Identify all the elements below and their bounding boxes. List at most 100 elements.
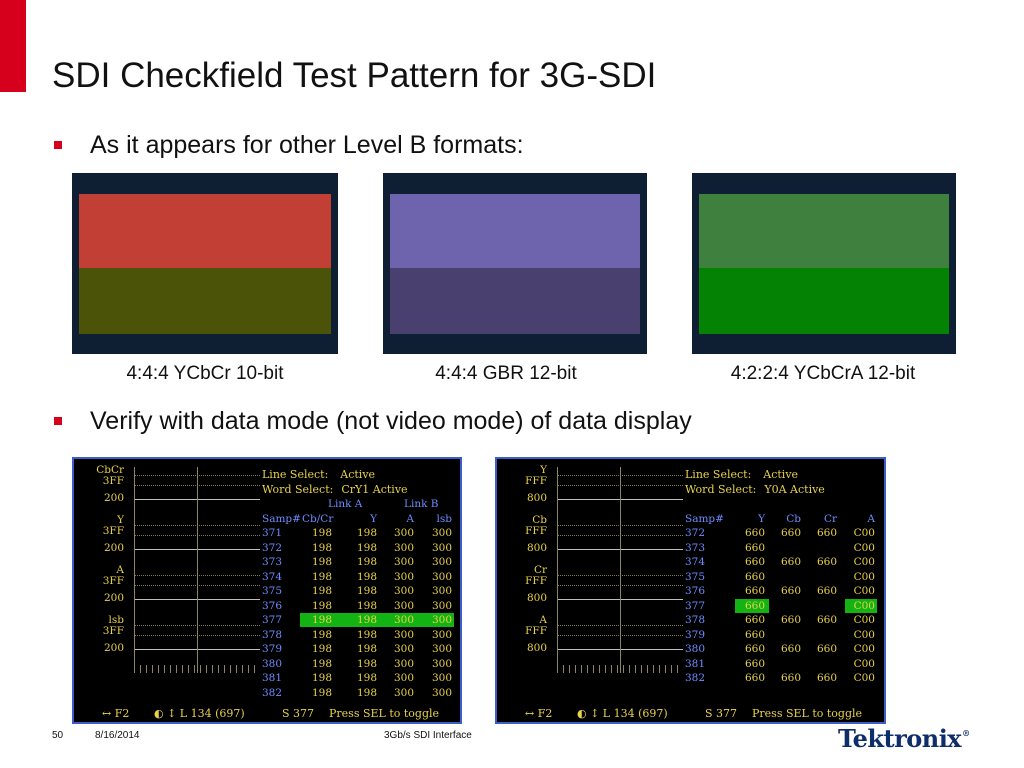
word-select: Word Select: Y0A Active	[685, 482, 880, 497]
sample-value: 300	[393, 672, 414, 684]
word-select-label: Word Select:	[262, 483, 334, 496]
sample-value: 660	[780, 556, 801, 568]
waveform-scale-text: A	[116, 564, 124, 576]
waveform-scale-text: Cb	[532, 514, 547, 526]
sample-number: 381	[262, 672, 283, 684]
waveform-scale-text: 3FF	[102, 625, 124, 637]
waveform-scale-text: FFF	[525, 475, 547, 487]
sample-value: 660	[744, 527, 765, 539]
waveform-scale-text: FFF	[525, 625, 547, 637]
sample-number: 376	[262, 599, 283, 612]
status-line: ◐ ↕ L 134 (697)	[154, 707, 245, 720]
waveform-cursor	[197, 467, 198, 673]
sample-value: 660	[744, 585, 765, 597]
word-select-value: CrY1 Active	[341, 483, 408, 496]
bullet-text: As it appears for other Level B formats:	[90, 131, 524, 159]
sample-value: 300	[393, 614, 414, 626]
sample-value: C00	[853, 643, 875, 655]
sample-value: 300	[431, 585, 452, 597]
sample-number: 380	[262, 657, 283, 670]
sample-number: 376	[685, 585, 706, 597]
row-highlight	[845, 598, 877, 613]
bullet-text: Verify with data mode (not video mode) o…	[90, 407, 692, 435]
link-a-label: Link A	[328, 498, 363, 510]
table-row: 378 198 198 300 300	[262, 628, 457, 643]
waveform-scale-text: 800	[526, 592, 547, 604]
sample-value: C00	[853, 628, 875, 641]
sample-value: 198	[311, 599, 332, 612]
table-row: 376 660 660 660 C00	[685, 584, 880, 599]
table-header: Samp# Y Cb Cr A	[685, 512, 880, 527]
patch-bottom-half	[699, 268, 949, 334]
logo-text: Tektronix	[838, 724, 962, 753]
sample-number: 381	[685, 657, 706, 670]
sample-value: 660	[744, 599, 765, 612]
sample-value: 198	[356, 686, 377, 699]
sample-number: 374	[262, 570, 283, 583]
table-row: 377 198 198 300 300	[262, 613, 457, 628]
waveform-scale-label: 200	[74, 493, 124, 504]
sample-value: 300	[393, 657, 414, 670]
line-select-value: Active	[340, 468, 376, 481]
sample-value: 660	[744, 541, 765, 554]
bullet-square-icon	[54, 417, 62, 425]
waveform-scale-text: 800	[526, 642, 547, 654]
sample-value: 300	[393, 556, 414, 568]
column-header: A	[406, 512, 414, 525]
sample-value: 198	[356, 614, 377, 626]
waveform-scale-label: Y FFF	[497, 465, 547, 487]
table-row: 375 660 C00	[685, 570, 880, 585]
bullet-square-icon	[54, 141, 62, 149]
sample-value: 660	[744, 628, 765, 641]
sample-value: 660	[780, 672, 801, 684]
waveform-scale-text: Y	[117, 514, 124, 526]
table-row: 373 198 198 300 300	[262, 555, 457, 570]
sample-number: 374	[685, 556, 706, 568]
sample-value: 300	[431, 541, 452, 554]
sample-value: 660	[780, 614, 801, 626]
waveform-scale-text: lsb	[108, 614, 124, 626]
sample-value: 300	[431, 686, 452, 699]
sample-value: 198	[356, 657, 377, 670]
column-header: Cr	[823, 512, 837, 525]
sample-number: 379	[262, 643, 283, 655]
waveform-scale-text: CbCr	[96, 464, 124, 476]
table-row: 374 660 660 660 C00	[685, 555, 880, 570]
status-sample: S 377	[705, 707, 738, 720]
column-header: Samp#	[262, 512, 301, 525]
patch-caption-1: 4:4:4 YCbCr 10-bit	[126, 363, 284, 384]
sample-number: 379	[685, 628, 706, 641]
table-row: 373 660 C00	[685, 541, 880, 556]
footer-title: 3Gb/s SDI Interface	[384, 730, 472, 741]
table-row: 375 198 198 300 300	[262, 584, 457, 599]
status-hint: Press SEL to toggle	[752, 707, 863, 720]
sample-value: 300	[431, 570, 452, 583]
status-field: ↔ F2	[102, 707, 130, 720]
data-display-ycbcra: Y FFF 800 Cb FFF 800 Cr FFF 800 A FFF 800 Line Selec…	[495, 457, 886, 724]
sample-value: 300	[431, 672, 452, 684]
sample-number: 375	[262, 585, 283, 597]
sample-value: 198	[311, 657, 332, 670]
patch-top-half	[390, 194, 640, 268]
sample-number: 377	[685, 599, 706, 612]
sample-value: 300	[431, 643, 452, 655]
waveform-scale-label: 200	[74, 593, 124, 604]
table-row: 372 198 198 300 300	[262, 541, 457, 556]
patch-top-half	[699, 194, 949, 268]
column-header: lsb	[436, 512, 452, 525]
sample-value: 300	[393, 585, 414, 597]
checkfield-patch-gbr-12bit	[383, 173, 647, 354]
sample-value: 198	[311, 570, 332, 583]
sample-value: 198	[356, 628, 377, 641]
data-display-ycbcr: CbCr 3FF 200 Y 3FF 200 A 3FF 200 lsb 3FF 200 Line Se…	[72, 457, 462, 724]
waveform-scale-label: A FFF	[497, 615, 547, 637]
waveform-scale-label: Cb FFF	[497, 515, 547, 537]
table-row: 371 198 198 300 300	[262, 526, 457, 541]
sample-value: 198	[356, 585, 377, 597]
sample-value: 300	[393, 628, 414, 641]
sample-value: 198	[356, 643, 377, 655]
sample-value: 198	[356, 570, 377, 583]
sample-value: 300	[393, 599, 414, 612]
line-select-label: Line Select:	[685, 468, 752, 481]
